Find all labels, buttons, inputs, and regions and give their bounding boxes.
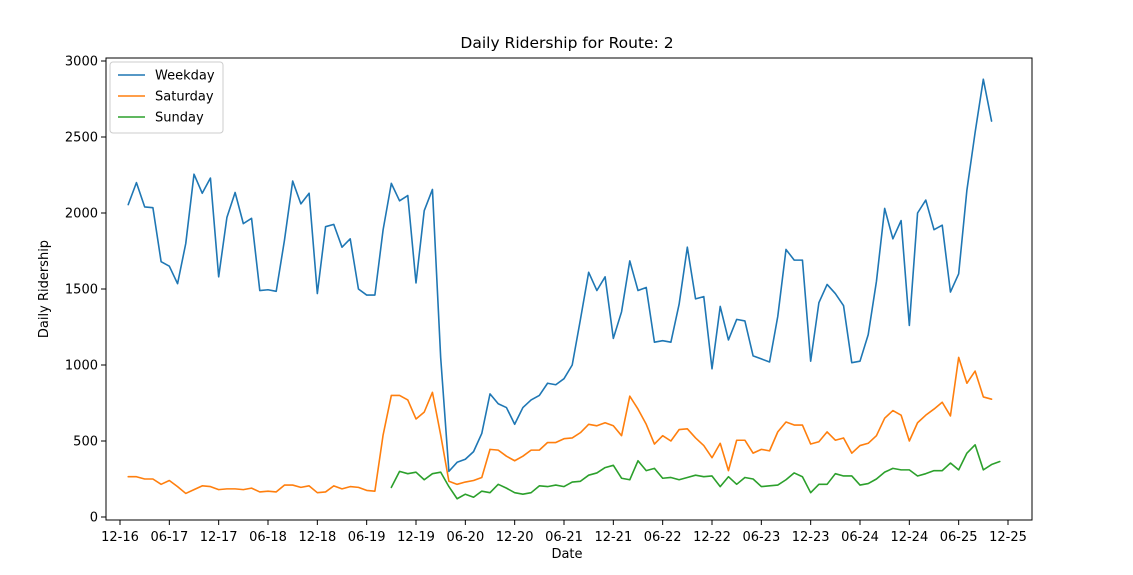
y-tick-label: 1500 [65,283,98,298]
series-line-sunday [390,443,1001,500]
y-axis-label: Daily Ridership [37,240,52,338]
series-line-weekday [127,78,993,473]
x-tick-label: 12-24 [890,530,928,545]
x-tick-label: 12-19 [397,530,435,545]
x-tick-label: 06-24 [841,530,879,545]
x-tick-label: 12-21 [594,530,632,545]
x-tick-label: 06-19 [348,530,386,545]
y-tick-label: 3000 [65,55,98,70]
x-tick-label: 06-18 [249,530,287,545]
x-axis-label: Date [551,547,582,562]
series-line-saturday [127,356,993,495]
y-tick-label: 2000 [65,207,98,222]
x-tick-label: 06-17 [150,530,188,545]
x-tick-label: 12-17 [200,530,238,545]
x-tick-label: 06-25 [940,530,978,545]
x-tick-label: 06-22 [644,530,682,545]
y-axis: 0 500 1000 1500 2000 2500 3000 [65,55,106,526]
x-axis: 12-16 06-17 12-17 06-18 12-18 06-19 12-19 06-20… [101,520,1027,545]
legend-label: Weekday [155,69,215,84]
legend: Weekday Saturday Sunday [109,61,224,134]
legend-box [109,61,224,134]
y-tick-label: 2500 [65,131,98,146]
x-tick-label: 06-20 [446,530,484,545]
x-tick-label: 12-16 [101,530,139,545]
legend-label: Saturday [155,90,214,105]
x-tick-label: 12-23 [792,530,830,545]
x-tick-label: 06-23 [742,530,780,545]
x-tick-label: 12-18 [298,530,336,545]
x-tick-label: 06-21 [545,530,583,545]
y-tick-label: 500 [73,435,98,450]
y-tick-label: 0 [90,511,98,526]
x-tick-label: 12-22 [693,530,731,545]
legend-label: Sunday [155,111,204,126]
chart-title: Daily Ridership for Route: 2 [460,34,673,52]
plot-lines [127,78,1001,500]
x-tick-label: 12-20 [496,530,534,545]
y-tick-label: 1000 [65,359,98,374]
x-tick-label: 12-25 [989,530,1027,545]
